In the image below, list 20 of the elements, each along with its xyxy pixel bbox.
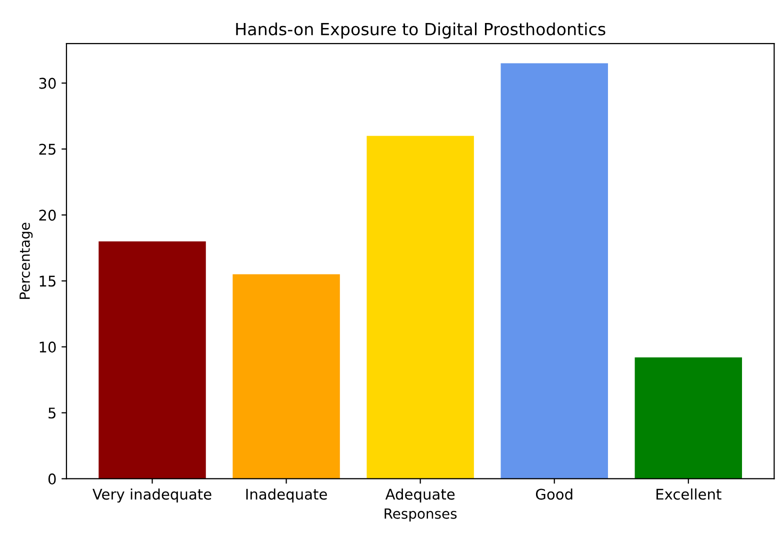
- bar: [500, 63, 608, 479]
- y-tick-label: 25: [39, 144, 56, 155]
- x-tick-label: Very inadequate: [92, 488, 212, 503]
- bar: [98, 241, 206, 479]
- y-tick-label: 15: [40, 276, 56, 287]
- chart-title: Hands-on Exposure to Digital Prosthodontics: [236, 22, 606, 39]
- bar: [634, 357, 742, 479]
- bar: [366, 136, 474, 479]
- x-tick-label: Good: [536, 488, 572, 500]
- x-tick-label: Inadequate: [246, 488, 327, 503]
- y-tick-label: 5: [48, 408, 56, 419]
- y-tick-label: 20: [39, 210, 56, 221]
- x-axis-title: Responses: [384, 508, 457, 522]
- x-tick-label: Excellent: [656, 488, 722, 500]
- bar: [232, 274, 340, 479]
- y-tick-label: 10: [40, 342, 56, 353]
- y-tick-label: 0: [48, 473, 56, 484]
- y-tick-label: 30: [39, 78, 56, 89]
- x-tick-label: Adequate: [385, 488, 455, 503]
- y-axis-title: Percentage: [20, 222, 33, 299]
